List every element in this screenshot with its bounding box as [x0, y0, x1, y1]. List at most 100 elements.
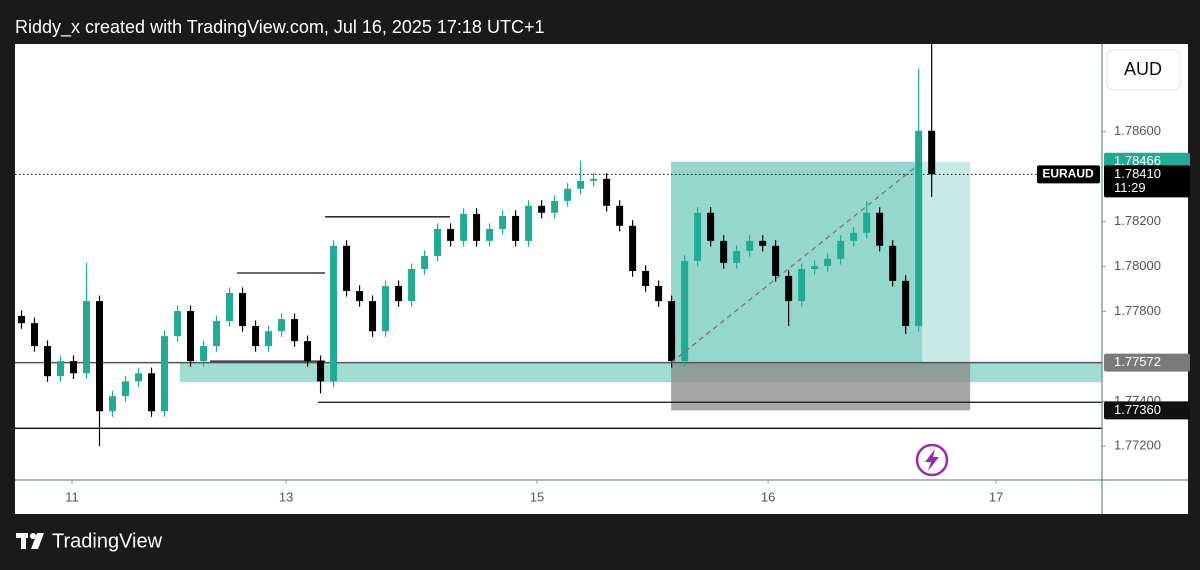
candle-body [668, 301, 676, 362]
candle-body [447, 228, 455, 241]
y-tick-label: 1.78200 [1114, 213, 1161, 228]
candle-body [434, 228, 442, 256]
candle-body [317, 361, 325, 382]
candle-body [499, 215, 507, 229]
candle-body [811, 266, 819, 269]
x-tick-label: 15 [530, 489, 544, 504]
candle-body [928, 130, 936, 175]
candle-body [876, 212, 884, 246]
y-tick-label: 1.77200 [1114, 438, 1161, 453]
logo-slash [31, 533, 44, 549]
candle-body [109, 396, 117, 412]
x-tick-label: 16 [761, 489, 775, 504]
candle-body [863, 212, 871, 233]
candle-body [577, 180, 585, 189]
candle-body [694, 212, 702, 261]
footer-logo [16, 533, 44, 549]
logo-dot [30, 533, 36, 539]
candle-body [629, 225, 637, 271]
candle-body [96, 301, 104, 412]
candle-body [356, 290, 364, 302]
entry-tag-label: 1.77572 [1114, 354, 1161, 369]
candle-body [343, 245, 351, 291]
candle-body [304, 341, 312, 362]
candle-body [83, 301, 91, 374]
candle-body [538, 205, 546, 213]
candle-body [200, 346, 208, 362]
candle-body [486, 228, 494, 241]
candle-body [421, 255, 429, 269]
candle-body [837, 240, 845, 259]
currency-button-box[interactable] [1106, 49, 1181, 91]
candle-body [252, 326, 260, 347]
candle-body [213, 321, 221, 347]
footer-brand: TradingView [52, 530, 163, 552]
candle-body [70, 361, 78, 374]
candle-body [720, 240, 728, 263]
stop-tag-box [1104, 401, 1190, 420]
candle-body [759, 240, 767, 246]
candle-body [551, 200, 559, 213]
symbol-tag-box [1037, 165, 1100, 184]
logo-stem [21, 533, 26, 549]
candle-body [850, 232, 858, 241]
x-tick-label: 11 [65, 489, 79, 504]
candle-body [642, 270, 650, 287]
last-price-box [1104, 165, 1190, 198]
target-tag-label: 1.78466 [1114, 153, 1161, 168]
candle-body [889, 245, 897, 281]
candle-body [473, 213, 481, 241]
candle-body [798, 268, 806, 302]
candle-body [395, 286, 403, 302]
candle-body [148, 373, 156, 412]
candle-body [746, 240, 754, 251]
candle-body [239, 293, 247, 327]
candle-body [525, 205, 533, 241]
candle-body [291, 319, 299, 342]
x-tick-label: 17 [989, 489, 1003, 504]
candle-body [603, 178, 611, 206]
candle-body [278, 319, 286, 332]
candle-body [512, 215, 520, 241]
candle-body [18, 315, 26, 324]
candle-body [616, 205, 624, 226]
candle-body [902, 280, 910, 327]
entry-tag-box [1104, 353, 1190, 372]
chart-panel [15, 44, 1188, 514]
countdown-label: 11:29 [1114, 180, 1146, 195]
axes: 1.772001.774001.778001.780001.782001.786… [65, 123, 1190, 504]
candle-body [31, 323, 39, 347]
currency-button[interactable]: AUD [1106, 49, 1181, 91]
x-tick-label: 13 [279, 489, 293, 504]
plot-area [15, 44, 1102, 447]
candle-body [44, 346, 52, 377]
candle-body [733, 250, 741, 263]
y-tick-label: 1.78600 [1114, 123, 1161, 138]
candle-body [460, 213, 468, 241]
target-filled-area [671, 161, 923, 363]
candle-body [382, 286, 390, 332]
candle-body [915, 130, 923, 327]
alert-bolt [925, 449, 939, 471]
candle-body [824, 258, 832, 267]
candle-body [655, 286, 663, 302]
candle-body [187, 310, 195, 362]
last-price-label: 1.78410 [1114, 166, 1161, 181]
candle-body [590, 178, 598, 181]
candle-body [122, 381, 130, 397]
candle-body [161, 336, 169, 412]
stop-area [671, 362, 971, 411]
candle-body [57, 361, 65, 377]
y-tick-label: 1.78000 [1114, 258, 1161, 273]
alert-icon[interactable] [915, 443, 949, 477]
candle-body [174, 310, 182, 337]
candle-body [785, 275, 793, 302]
currency-label[interactable]: AUD [1124, 59, 1162, 79]
header-title: Riddy_x created with TradingView.com, Ju… [15, 17, 544, 38]
candle-body [707, 212, 715, 241]
candle-body [226, 293, 234, 322]
candle-body [681, 260, 689, 362]
candle-body [369, 301, 377, 332]
